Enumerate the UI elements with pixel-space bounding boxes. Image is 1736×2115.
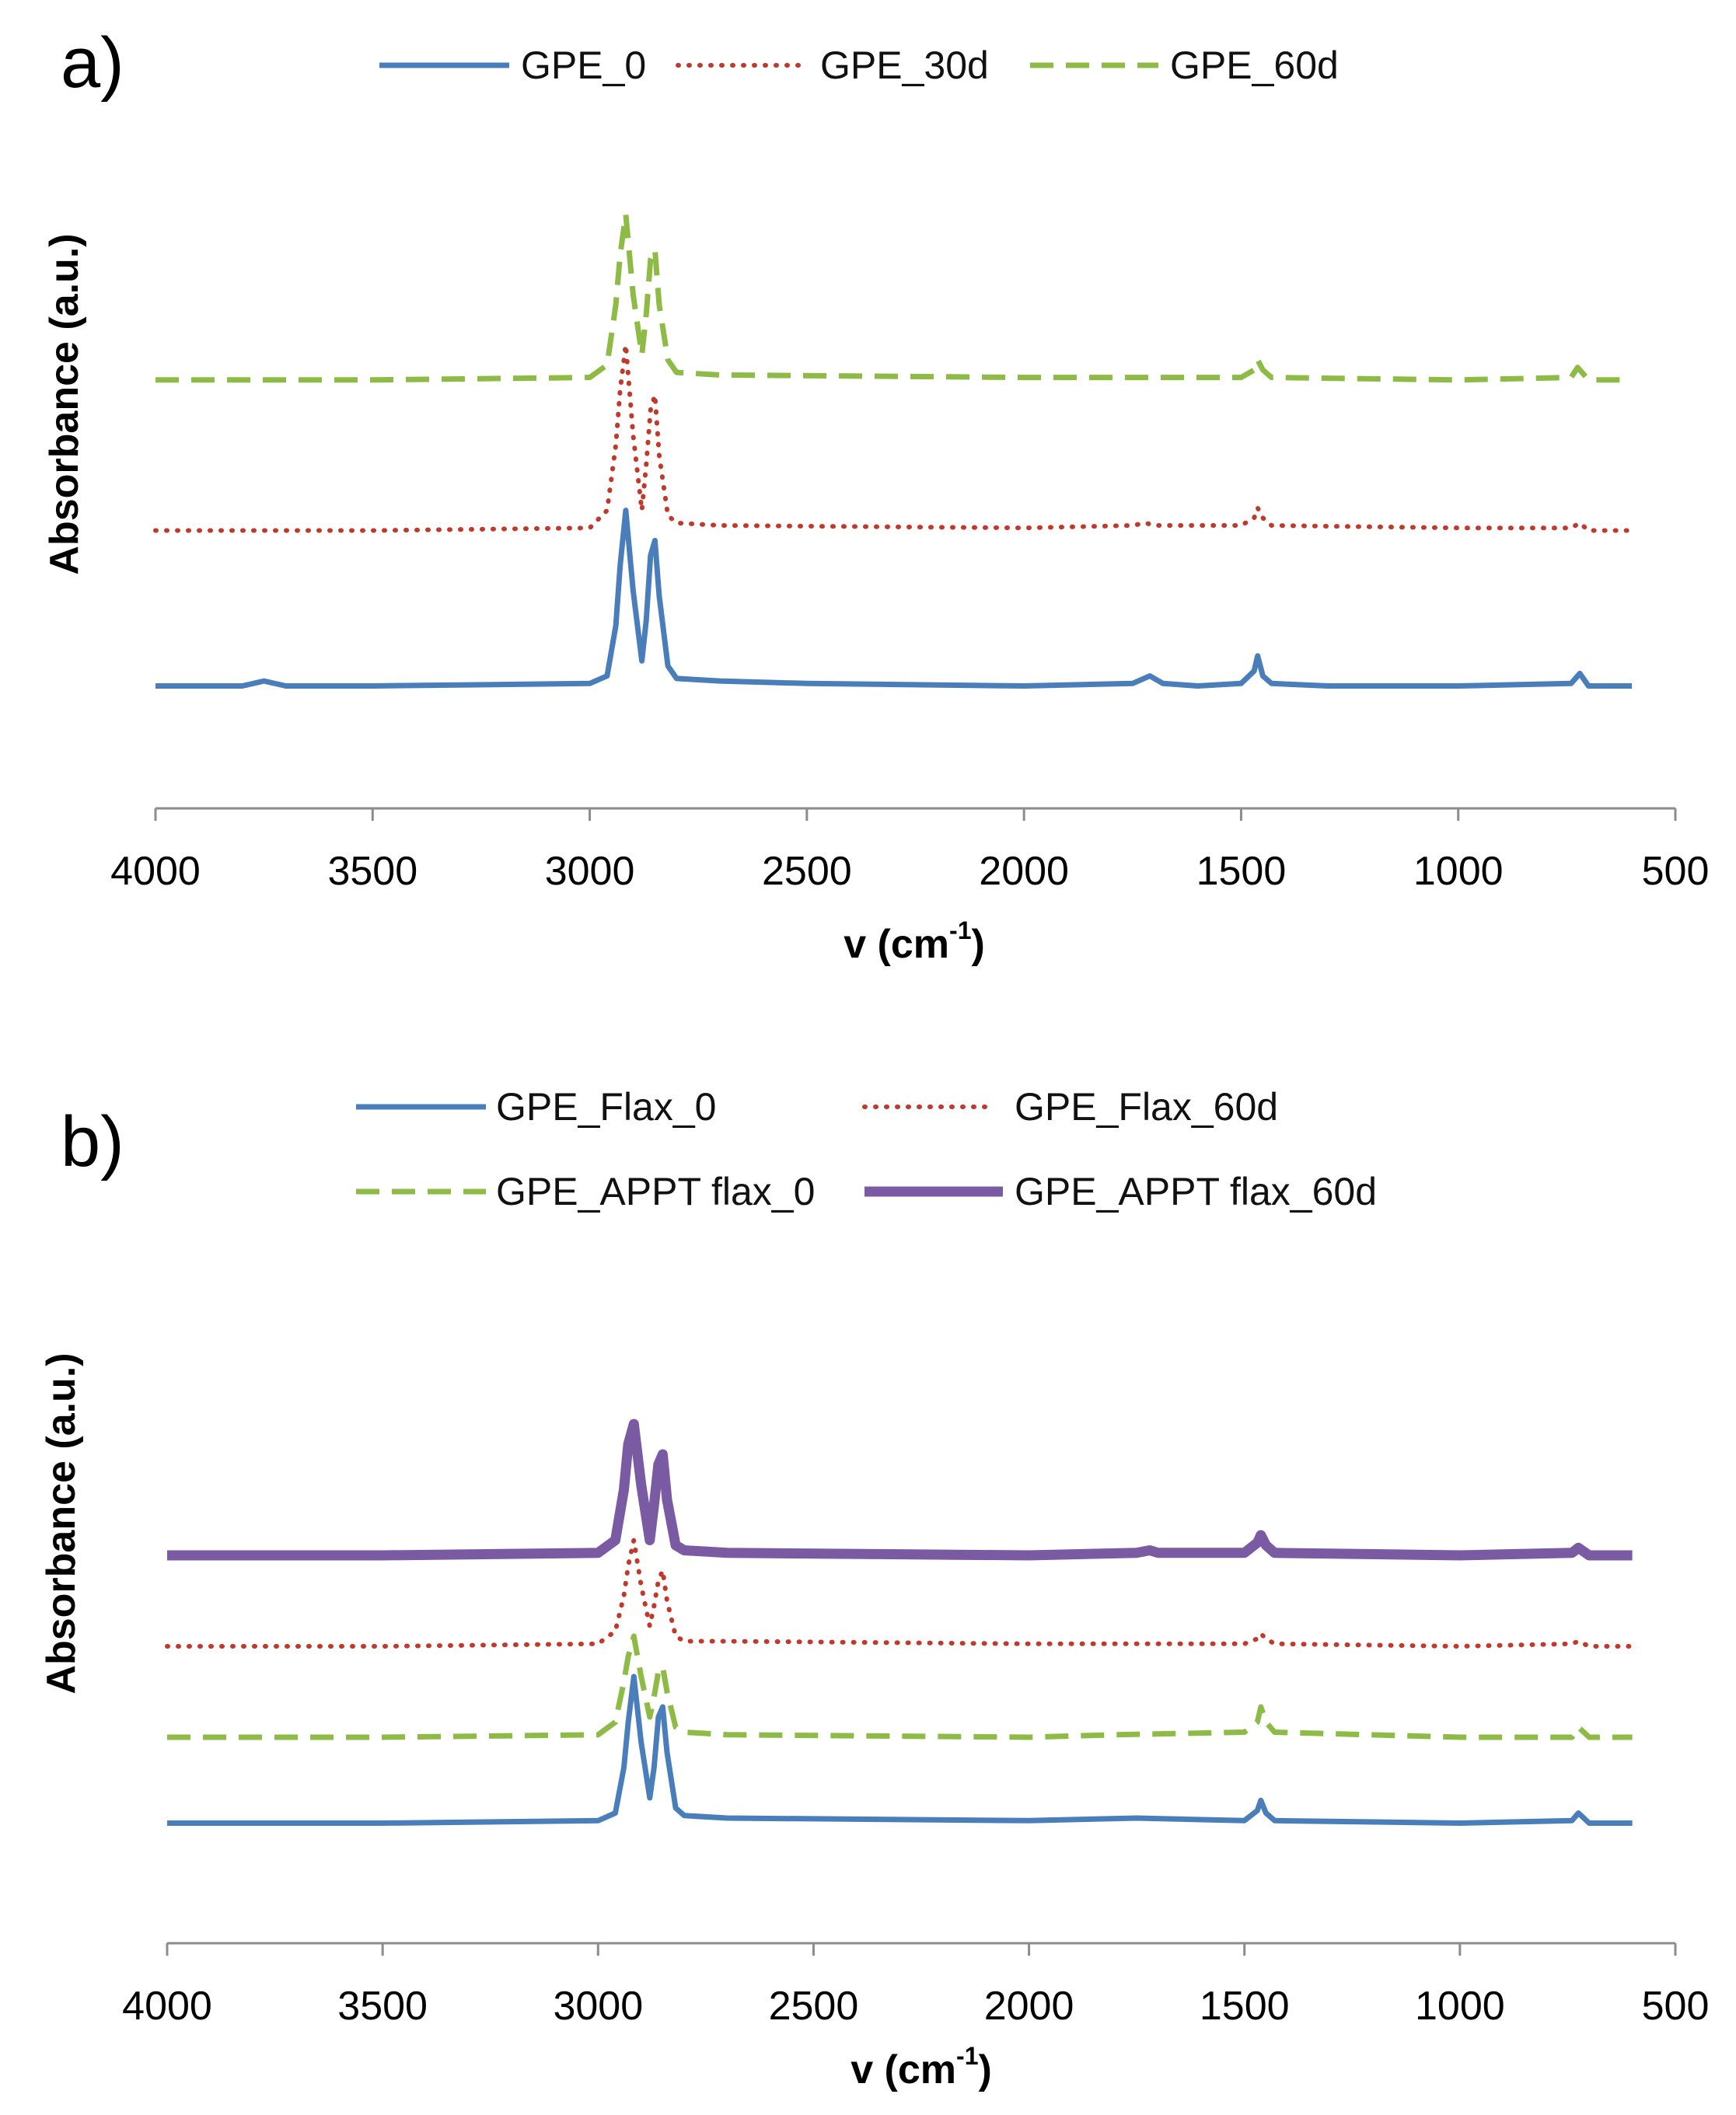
x-tick-label: 2500: [762, 849, 852, 894]
panel-a-x-axis-title-main: v (cm: [844, 922, 949, 967]
series-line-gpe-0: [155, 508, 1633, 689]
x-tick-label: 2000: [984, 1984, 1074, 2029]
panel-a-legend: GPE_0 GPE_30d GPE_60d: [379, 44, 1339, 87]
legend-label-gpe-appt-flax-0: GPE_APPT flax_0: [496, 1170, 815, 1213]
series-line-gpe-flax-60d: [165, 1537, 1635, 1649]
panel-a-x-axis-title: v (cm-1): [844, 916, 985, 967]
x-tick-label: 1000: [1415, 1984, 1505, 2029]
panel-a-x-axis-title-close: ): [971, 922, 984, 967]
x-tick-label: 500: [1642, 1984, 1710, 2029]
panel-b-x-axis-title: v (cm-1): [851, 2042, 992, 2092]
panel-a-series: [153, 211, 1635, 689]
legend-label-gpe-flax-60d: GPE_Flax_60d: [1015, 1085, 1278, 1129]
panel-b-legend: GPE_Flax_0 GPE_Flax_60d GPE_APPT flax_0 …: [356, 1085, 1377, 1213]
x-tick-label: 2000: [979, 849, 1069, 894]
panel-a-x-ticks: [154, 808, 1677, 821]
x-tick-label: 3500: [337, 1984, 428, 2029]
x-tick-label: 3500: [327, 849, 417, 894]
panel-a-x-axis-title-sup: -1: [949, 916, 971, 944]
panel-a-label: a): [61, 23, 124, 103]
x-tick-label: 1000: [1413, 849, 1504, 894]
series-line-gpe-appt-flax-60d: [167, 1419, 1633, 1561]
x-tick-label: 4000: [110, 849, 201, 894]
x-tick-label: 3000: [545, 849, 635, 894]
panel-b-x-axis-title-main: v (cm: [851, 2047, 956, 2092]
x-tick-label: 4000: [122, 1984, 212, 2029]
series-line-gpe-60d: [155, 211, 1633, 383]
series-line-gpe-flax-0: [167, 1674, 1633, 1826]
x-tick-label: 3000: [553, 1984, 643, 2029]
x-tick-label: 2500: [769, 1984, 859, 2029]
panel-b-series: [165, 1419, 1635, 1826]
panel-a-y-axis-title: Absorbance (a.u.): [42, 233, 87, 574]
panel-b-x-ticks: [166, 1943, 1677, 1956]
series-line-gpe-appt-flax-0: [167, 1633, 1633, 1740]
legend-label-gpe-60d: GPE_60d: [1170, 44, 1339, 87]
legend-label-gpe-flax-0: GPE_Flax_0: [496, 1085, 716, 1129]
panel-b-x-axis-title-close: ): [978, 2047, 991, 2092]
x-tick-label: 1500: [1200, 1984, 1290, 2029]
legend-label-gpe-0: GPE_0: [521, 44, 646, 87]
x-tick-label: 500: [1642, 849, 1710, 894]
panel-a-x-tick-labels: 4000 3500 3000 2500 2000 1500 1000 500: [110, 849, 1709, 894]
panel-b-y-axis-title: Absorbance (a.u.): [39, 1352, 84, 1694]
panel-b-x-tick-labels: 4000 3500 3000 2500 2000 1500 1000 500: [122, 1984, 1709, 2029]
legend-label-gpe-appt-flax-60d: GPE_APPT flax_60d: [1015, 1170, 1377, 1213]
legend-label-gpe-30d: GPE_30d: [820, 44, 989, 87]
panel-b-label: b): [61, 1102, 124, 1181]
panel-b: b) GPE_Flax_0 GPE_Flax_60d GPE_APPT flax…: [39, 1085, 1709, 2092]
x-tick-label: 1500: [1196, 849, 1287, 894]
series-line-gpe-30d: [153, 342, 1635, 533]
panel-b-x-axis-title-sup: -1: [956, 2042, 978, 2070]
panel-a: a) GPE_0 GPE_30d GPE_60d Absorbance (a.u…: [42, 23, 1709, 967]
